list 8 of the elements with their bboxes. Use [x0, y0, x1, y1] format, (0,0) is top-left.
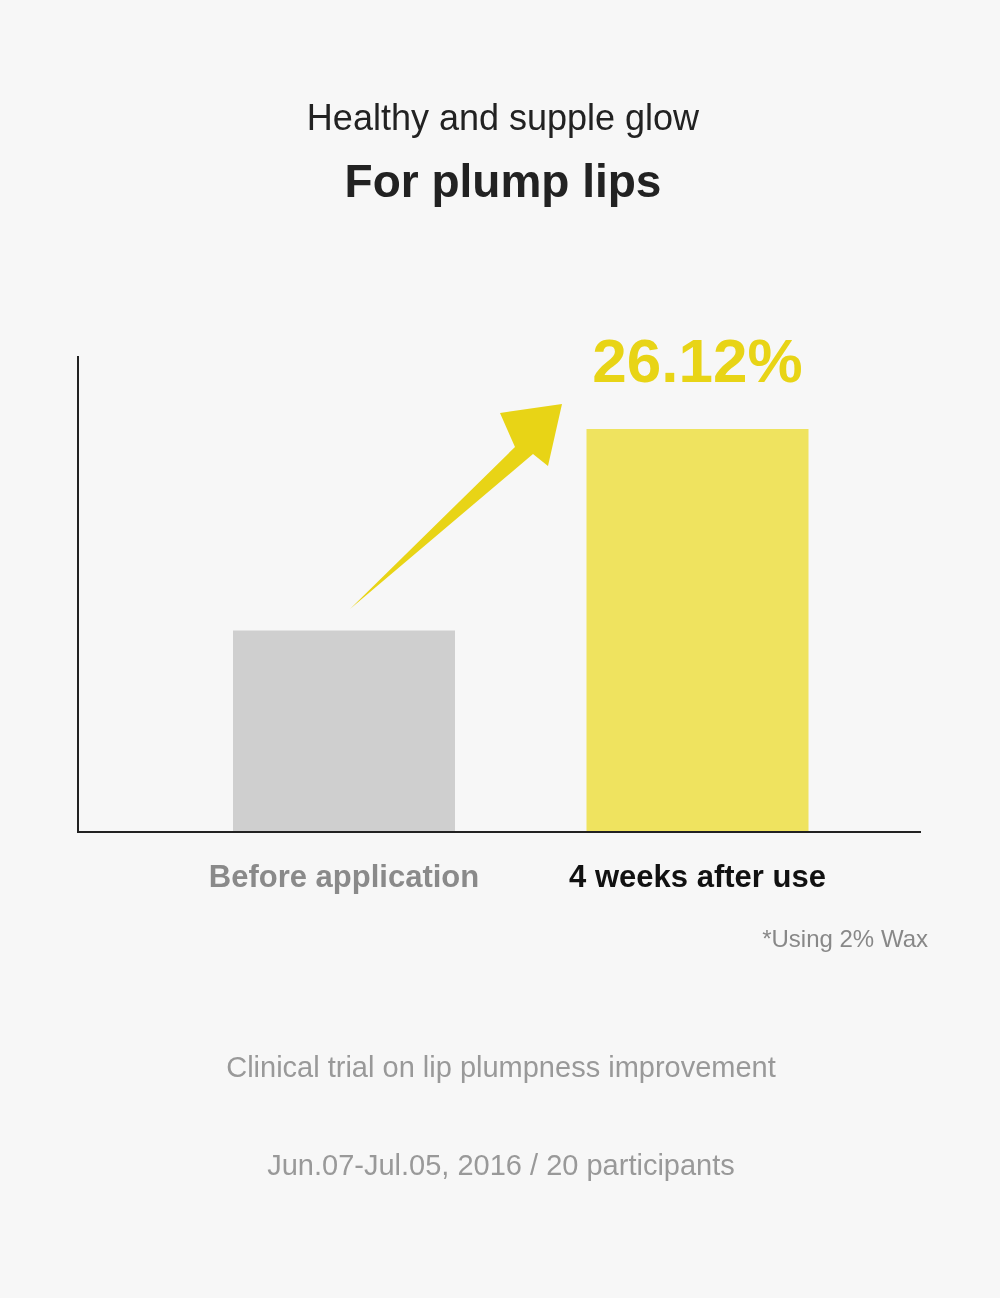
chart-subtitle: For plump lips [344, 155, 662, 207]
x-tick-label: 4 weeks after use [569, 859, 826, 894]
x-tick-label: Before application [208, 859, 480, 894]
text: *Using 2% Wax [762, 925, 928, 952]
text: Clinical trial on lip plumpness improvement [226, 1051, 776, 1083]
text: 26.12% [592, 326, 803, 395]
chart-title: Healthy and supple glow [306, 97, 701, 138]
text: Jun.07-Jul.05, 2016 / 20 participants [267, 1149, 735, 1181]
